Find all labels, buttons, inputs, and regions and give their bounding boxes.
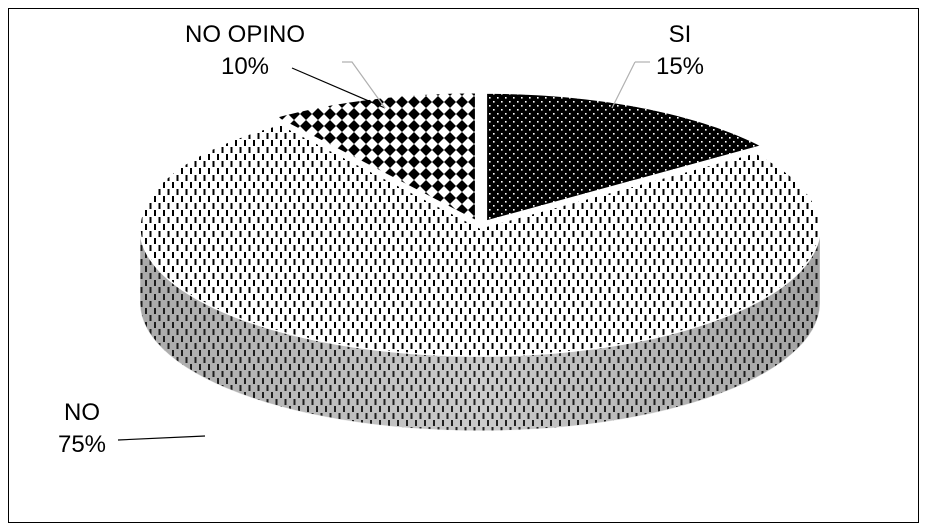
data-label-value-no: 75% [58,431,106,458]
label-group: SI 15% NO 75% NO OPINO 10% [58,21,704,458]
data-label-name-no: NO [64,399,100,426]
data-label-name-si: SI [669,21,692,48]
data-label-value-si: 15% [656,53,704,80]
pie-side-no-shade [140,228,820,431]
leader-line-elbow-no-opino [342,61,386,109]
leader-line-no [117,435,206,441]
pie-group [139,91,821,432]
data-label-name-no-opino: NO OPINO [185,21,305,48]
pie-slice-no [139,123,821,357]
leader-line-si [611,61,636,109]
pie-slice-si [485,92,764,223]
pie-slice-no-opino [273,91,477,222]
leader-line-no-opino [291,67,386,109]
data-label-value-no-opino: 10% [221,53,269,80]
